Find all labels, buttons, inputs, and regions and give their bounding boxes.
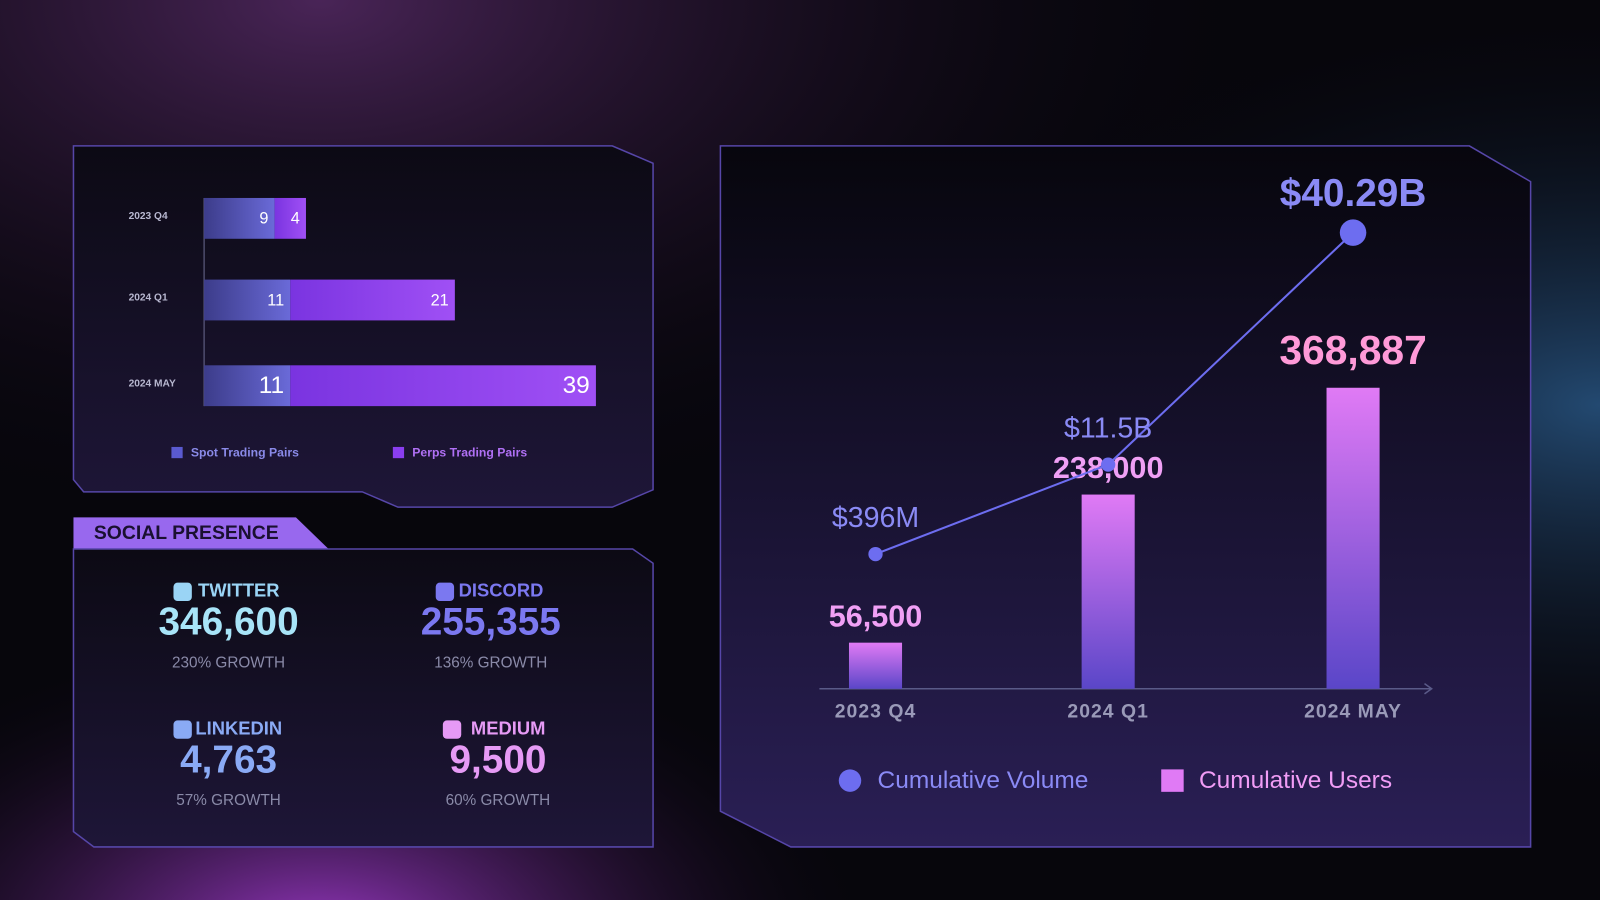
- social-value: 4,763: [180, 738, 277, 781]
- user-label: 368,887: [1279, 327, 1426, 373]
- pairs-panel: [72, 145, 654, 508]
- social-icon: [435, 582, 455, 602]
- volume-point: [1339, 219, 1367, 246]
- social-title: SOCIAL PRESENCE: [94, 522, 279, 544]
- legend-label: Cumulative Volume: [878, 767, 1089, 794]
- social-icon: [173, 720, 192, 739]
- bar-label: 11: [267, 291, 284, 309]
- social-name: DISCORD: [459, 580, 544, 601]
- volume-label: $40.29B: [1280, 172, 1427, 215]
- axis-arrow: [1424, 683, 1433, 695]
- social-value: 255,355: [421, 601, 561, 644]
- social-panel: [72, 548, 654, 848]
- volume-label: $396M: [832, 502, 919, 534]
- bar-segment: [290, 279, 455, 321]
- x-tick-label: 2024 Q1: [1067, 700, 1148, 722]
- bar-segment: [204, 197, 275, 239]
- social-name: MEDIUM: [471, 717, 545, 738]
- bar-segment: [290, 365, 596, 407]
- social-growth: 136% GROWTH: [434, 654, 547, 671]
- legend-swatch: [171, 446, 183, 459]
- bar-segment: [204, 279, 291, 321]
- social-name: TWITTER: [198, 580, 280, 601]
- x-tick-label: 2023 Q4: [835, 700, 916, 722]
- bar-segment: [274, 197, 306, 239]
- legend-label: Spot Trading Pairs: [191, 445, 299, 459]
- bar-label: 9: [259, 210, 268, 228]
- bar-label: 11: [259, 372, 284, 399]
- volume-point: [1101, 457, 1116, 472]
- user-bar: [848, 642, 903, 689]
- social-value: 9,500: [449, 738, 546, 781]
- legend-label: Cumulative Users: [1199, 767, 1392, 794]
- social-growth: 60% GROWTH: [446, 792, 551, 809]
- bar-label: 39: [563, 372, 590, 399]
- x-tick-label: 2024 MAY: [1304, 700, 1402, 722]
- volume-point: [868, 546, 883, 562]
- user-label: 56,500: [829, 599, 923, 633]
- bar-label: 21: [431, 291, 449, 309]
- social-tab: [73, 517, 329, 549]
- social-growth: 57% GROWTH: [176, 792, 281, 809]
- social-growth: 230% GROWTH: [172, 654, 285, 671]
- legend-swatch: [838, 769, 862, 792]
- legend-swatch: [1161, 769, 1184, 792]
- y-tick-label: 2023 Q4: [129, 211, 168, 222]
- legend-label: Perps Trading Pairs: [412, 445, 527, 459]
- bar-segment: [204, 365, 291, 407]
- y-tick-label: 2024 MAY: [129, 378, 176, 389]
- social-name: LINKEDIN: [195, 717, 282, 738]
- user-bar: [1081, 494, 1135, 689]
- bar-label: 4: [291, 210, 300, 228]
- legend-swatch: [392, 446, 405, 459]
- user-bar: [1326, 387, 1380, 689]
- social-icon: [442, 720, 462, 739]
- social-icon: [173, 582, 192, 602]
- social-value: 346,600: [159, 601, 299, 644]
- y-tick-label: 2024 Q1: [129, 293, 168, 304]
- volume-label: $11.5B: [1064, 412, 1152, 444]
